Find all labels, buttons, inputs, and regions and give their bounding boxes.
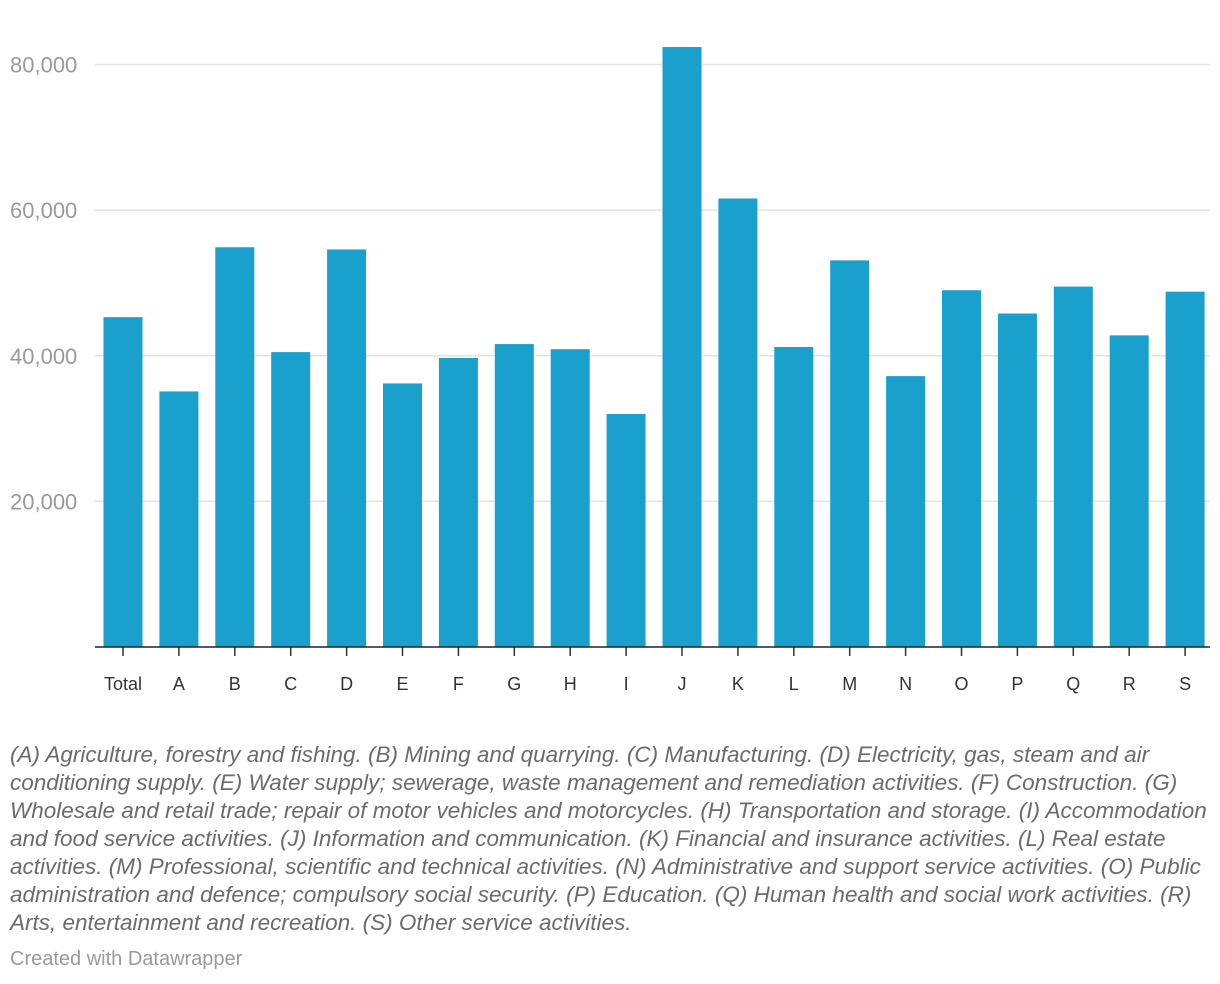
bar-d: [327, 249, 367, 647]
y-axis-labels: 20,000 40,000 60,000 80,000: [10, 53, 77, 515]
bar-q: [1053, 286, 1093, 647]
x-tick-label: M: [842, 674, 857, 694]
bar-o: [942, 290, 981, 647]
x-tick-label: A: [173, 674, 185, 694]
bar-h: [550, 349, 590, 647]
bar-r: [1109, 335, 1149, 647]
x-tick-label: N: [899, 674, 912, 694]
x-tick-label: J: [678, 674, 687, 694]
x-tick-label: S: [1179, 674, 1191, 694]
x-tick-label: P: [1011, 674, 1023, 694]
bar-g: [494, 344, 534, 647]
bar-p: [997, 313, 1037, 647]
bar-total: [103, 317, 143, 647]
x-tick-label: L: [789, 674, 799, 694]
x-tick-label: H: [564, 674, 577, 694]
x-tick-label: C: [284, 674, 297, 694]
bar-c: [271, 352, 311, 647]
credit-text: Created with Datawrapper: [10, 948, 243, 970]
bar-k: [718, 198, 758, 647]
gridlines: [95, 63, 1210, 503]
bar-n: [886, 376, 926, 647]
x-tick-label: Q: [1066, 674, 1080, 694]
y-tick-label: 60,000: [10, 198, 77, 223]
bar-j: [662, 47, 702, 647]
bar-a: [159, 391, 199, 647]
y-tick-label: 80,000: [10, 53, 77, 78]
x-tick-label: G: [507, 674, 521, 694]
x-tick-label: K: [732, 674, 744, 694]
x-tick-label: E: [396, 674, 408, 694]
bar-f: [438, 357, 478, 647]
y-tick-label: 40,000: [10, 344, 77, 369]
bar-e: [383, 383, 422, 647]
bar-i: [606, 414, 646, 647]
x-tick-label: O: [954, 674, 968, 694]
x-tick-label: R: [1123, 674, 1136, 694]
x-tick-label: Total: [104, 674, 142, 694]
bar-b: [215, 247, 255, 647]
x-tick-label: B: [229, 674, 241, 694]
bar-m: [830, 260, 870, 647]
bar-chart: 20,000 40,000 60,000 80,000 Total A B C D E F G H I J…: [10, 47, 1210, 694]
x-tick-label: F: [453, 674, 464, 694]
bar-l: [774, 347, 814, 647]
bars: [103, 47, 1205, 647]
y-tick-label: 20,000: [10, 489, 77, 514]
x-tick-label: D: [340, 674, 353, 694]
x-tick-label: I: [624, 674, 629, 694]
bar-s: [1165, 291, 1205, 647]
category-footnote: (A) Agriculture, forestry and fishing. (…: [10, 742, 1207, 935]
x-axis-ticks: Total A B C D E F G H I J K L M N O P Q R S: [104, 647, 1191, 694]
